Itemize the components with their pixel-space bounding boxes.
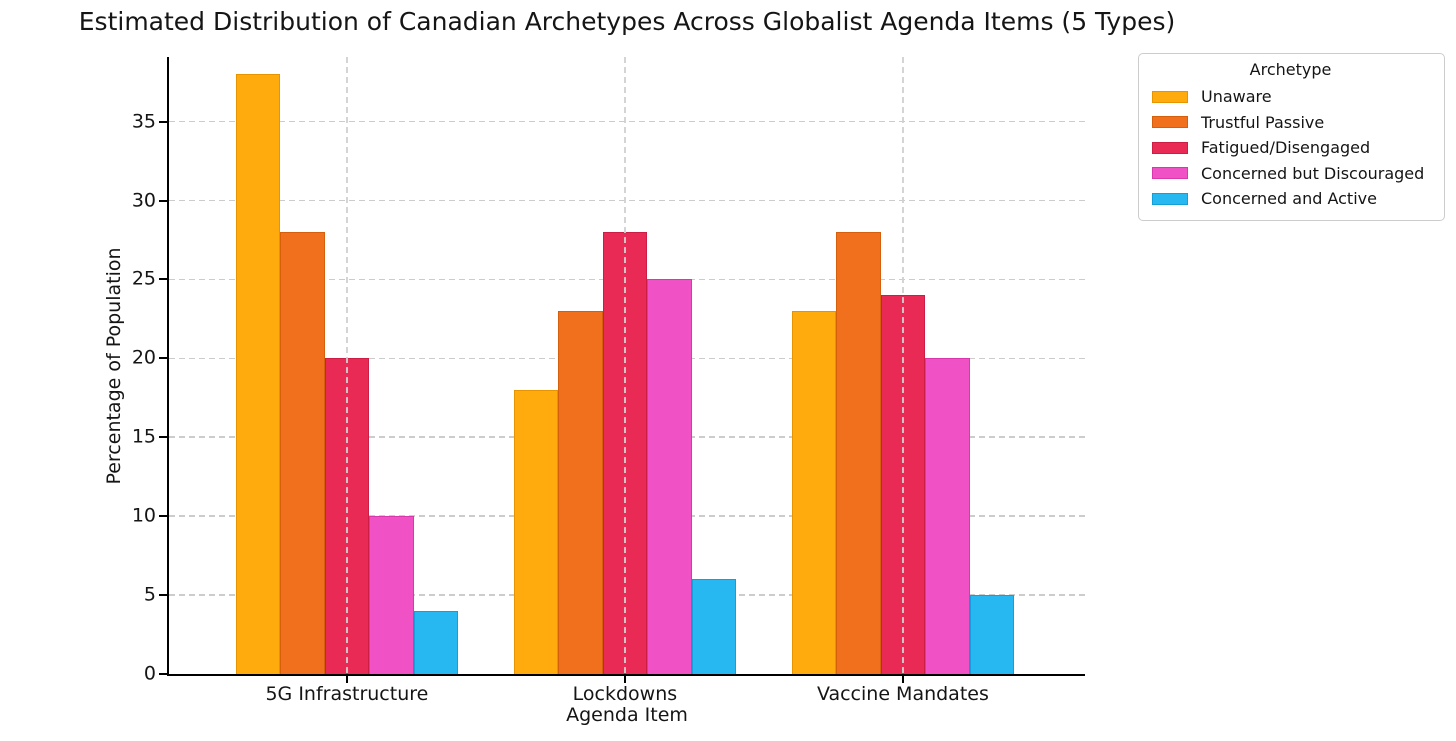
y-tick-mark-20 [159,357,167,360]
legend-label: Concerned and Active [1201,189,1377,209]
chart-title: Estimated Distribution of Canadian Arche… [78,7,1176,36]
y-tick-mark-10 [159,515,167,518]
y-tick-label-35: 35 [131,110,156,133]
bar-unaware-vaccine-mandates [791,311,837,674]
x-tick-mark-vaccine-mandates [901,676,904,683]
h-gridline-35 [169,120,1085,123]
bar-trustful-passive-5g-infrastructure [280,232,325,674]
legend-swatch-unaware [1152,90,1188,103]
y-tick-mark-30 [159,199,167,202]
bar-trustful-passive-lockdowns [558,311,603,674]
legend-label: Trustful Passive [1201,112,1325,132]
bar-unaware-5g-infrastructure [235,74,281,674]
bar-concerned-and-active-5g-infrastructure [413,610,459,674]
legend-item-trustful-passive: Trustful Passive [1147,110,1434,136]
y-tick-label-5: 5 [143,583,156,606]
legend-swatch-concerned-but-discouraged [1152,167,1188,180]
bar-concerned-and-active-vaccine-mandates [969,595,1015,674]
plot-area: 0 5 10 15 20 25 30 35 5G Infrastructure Lockdowns… [132,57,1085,705]
x-tick-mark-5g-infrastructure [345,676,348,683]
legend-swatch-trustful-passive [1152,116,1188,129]
bar-concerned-but-discouraged-5g-infrastructure [369,516,414,674]
h-gridline-30 [169,199,1085,202]
legend-swatch-concerned-and-active [1152,192,1188,205]
y-tick-label-15: 15 [131,425,156,448]
legend-swatch-fatigued-disengaged [1152,141,1188,154]
x-axis-line [167,674,1085,676]
x-tick-mark-lockdowns [623,676,626,683]
x-axis-label: Agenda Item [566,704,688,726]
bar-unaware-lockdowns [513,389,559,674]
y-tick-label-30: 30 [131,189,156,212]
v-gridline-5g-infrastructure [346,57,348,674]
y-tick-label-20: 20 [131,346,156,369]
bar-concerned-and-active-lockdowns [691,579,737,674]
x-tick-label-lockdowns: Lockdowns [572,683,678,705]
bar-trustful-passive-vaccine-mandates [836,232,881,674]
legend-item-concerned-and-active: Concerned and Active [1147,186,1434,212]
bar-concerned-but-discouraged-vaccine-mandates [925,358,970,674]
legend-item-fatigued-disengaged: Fatigued/Disengaged [1147,135,1434,161]
legend-label: Concerned but Discouraged [1201,163,1425,183]
legend-items: Unaware Trustful Passive Fatigued/Disengag… [1147,84,1434,212]
x-tick-label-5g-infrastructure: 5G Infrastructure [265,683,429,705]
bar-concerned-but-discouraged-lockdowns [647,279,692,674]
v-gridline-lockdowns [624,57,626,674]
legend-label: Unaware [1201,87,1272,107]
y-tick-mark-25 [159,278,167,281]
y-tick-mark-5 [159,594,167,597]
legend: Archetype Unaware Trustful Passive Fatigue… [1138,53,1445,221]
legend-label: Fatigued/Disengaged [1201,138,1371,158]
v-gridline-vaccine-mandates [902,57,904,674]
y-tick-label-0: 0 [143,662,156,685]
y-axis-line [167,57,169,676]
x-tick-label-vaccine-mandates: Vaccine Mandates [816,683,989,705]
y-tick-mark-0 [159,673,167,675]
legend-item-unaware: Unaware [1147,84,1434,110]
y-tick-mark-35 [159,120,167,123]
y-tick-label-25: 25 [131,267,156,290]
y-axis-label: Percentage of Population [103,247,125,485]
y-tick-label-10: 10 [131,504,156,527]
legend-title: Archetype [1249,60,1332,79]
y-tick-mark-15 [159,436,167,439]
legend-item-concerned-but-discouraged: Concerned but Discouraged [1147,161,1434,187]
